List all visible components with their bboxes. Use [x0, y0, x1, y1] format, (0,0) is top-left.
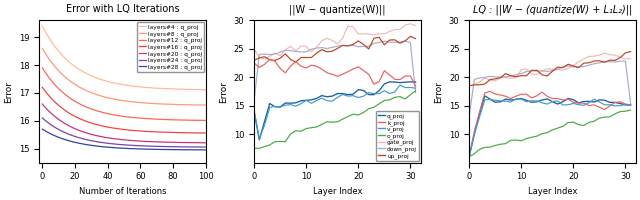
layers#4 : q_proj: (18.6, 18): q_proj: (18.6, 18): [69, 64, 77, 66]
Line: layers#28 : q_proj: layers#28 : q_proj: [42, 129, 206, 150]
layers#12 : q_proj: (0, 17.9): q_proj: (0, 17.9): [38, 67, 46, 69]
layers#16 : q_proj: (26.6, 16): q_proj: (26.6, 16): [82, 120, 90, 122]
layers#24 : q_proj: (6.03, 15.8): q_proj: (6.03, 15.8): [49, 124, 56, 127]
Line: layers#20 : q_proj: layers#20 : q_proj: [42, 104, 206, 143]
layers#20 : q_proj: (4.02, 16.3): q_proj: (4.02, 16.3): [45, 110, 52, 112]
layers#8 : q_proj: (26.6, 17.1): q_proj: (26.6, 17.1): [82, 89, 90, 92]
layers#4 : q_proj: (4.02, 19): q_proj: (4.02, 19): [45, 37, 52, 39]
layers#8 : q_proj: (100, 16.6): q_proj: (100, 16.6): [202, 104, 210, 106]
layers#20 : q_proj: (26.6, 15.6): q_proj: (26.6, 15.6): [82, 132, 90, 134]
layers#4 : q_proj: (95, 17.1): q_proj: (95, 17.1): [194, 88, 202, 91]
Line: layers#12 : q_proj: layers#12 : q_proj: [42, 68, 206, 120]
layers#8 : q_proj: (4.02, 18.2): q_proj: (4.02, 18.2): [45, 58, 52, 60]
Line: layers#24 : q_proj: layers#24 : q_proj: [42, 118, 206, 147]
layers#20 : q_proj: (100, 15.2): q_proj: (100, 15.2): [202, 142, 210, 144]
Title: Error with LQ Iterations: Error with LQ Iterations: [66, 4, 179, 14]
layers#16 : q_proj: (6.03, 16.8): q_proj: (6.03, 16.8): [49, 98, 56, 101]
layers#16 : q_proj: (18.6, 16.2): q_proj: (18.6, 16.2): [69, 114, 77, 116]
layers#12 : q_proj: (6.03, 17.4): q_proj: (6.03, 17.4): [49, 80, 56, 83]
layers#8 : q_proj: (95, 16.6): q_proj: (95, 16.6): [194, 104, 202, 106]
layers#16 : q_proj: (0, 17.2): q_proj: (0, 17.2): [38, 86, 46, 89]
layers#16 : q_proj: (95, 15.6): q_proj: (95, 15.6): [194, 132, 202, 134]
X-axis label: Layer Index: Layer Index: [528, 187, 577, 196]
Y-axis label: Error: Error: [219, 81, 228, 103]
layers#28 : q_proj: (6.03, 15.5): q_proj: (6.03, 15.5): [49, 133, 56, 136]
layers#28 : q_proj: (4.02, 15.6): q_proj: (4.02, 15.6): [45, 132, 52, 134]
layers#24 : q_proj: (0, 16.1): q_proj: (0, 16.1): [38, 117, 46, 119]
layers#28 : q_proj: (91.5, 15): q_proj: (91.5, 15): [188, 149, 196, 151]
layers#20 : q_proj: (95, 15.2): q_proj: (95, 15.2): [194, 142, 202, 144]
layers#28 : q_proj: (0, 15.7): q_proj: (0, 15.7): [38, 128, 46, 130]
layers#12 : q_proj: (26.6, 16.5): q_proj: (26.6, 16.5): [82, 106, 90, 108]
Line: layers#16 : q_proj: layers#16 : q_proj: [42, 87, 206, 133]
layers#12 : q_proj: (91.5, 16): q_proj: (91.5, 16): [188, 119, 196, 121]
Y-axis label: Error: Error: [4, 81, 13, 103]
Legend: q_proj, k_proj, v_proj, o_proj, gate_proj, down_proj, up_proj: q_proj, k_proj, v_proj, o_proj, gate_pro…: [376, 111, 419, 161]
Line: layers#8 : q_proj: layers#8 : q_proj: [42, 48, 206, 105]
X-axis label: Layer Index: Layer Index: [313, 187, 362, 196]
layers#8 : q_proj: (91.5, 16.6): q_proj: (91.5, 16.6): [188, 104, 196, 106]
layers#4 : q_proj: (6.03, 18.8): q_proj: (6.03, 18.8): [49, 42, 56, 44]
layers#20 : q_proj: (91.5, 15.2): q_proj: (91.5, 15.2): [188, 141, 196, 144]
layers#24 : q_proj: (91.5, 15.1): q_proj: (91.5, 15.1): [188, 146, 196, 148]
layers#28 : q_proj: (95, 15): q_proj: (95, 15): [194, 149, 202, 151]
Line: layers#4 : q_proj: layers#4 : q_proj: [42, 26, 206, 90]
layers#4 : q_proj: (26.6, 17.7): q_proj: (26.6, 17.7): [82, 72, 90, 74]
layers#28 : q_proj: (18.6, 15.2): q_proj: (18.6, 15.2): [69, 141, 77, 143]
layers#28 : q_proj: (100, 15): q_proj: (100, 15): [202, 149, 210, 151]
layers#16 : q_proj: (4.02, 16.9): q_proj: (4.02, 16.9): [45, 95, 52, 97]
X-axis label: Number of Iterations: Number of Iterations: [79, 187, 166, 196]
layers#4 : q_proj: (100, 17.1): q_proj: (100, 17.1): [202, 89, 210, 91]
layers#24 : q_proj: (26.6, 15.3): q_proj: (26.6, 15.3): [82, 138, 90, 141]
layers#24 : q_proj: (95, 15.1): q_proj: (95, 15.1): [194, 146, 202, 148]
layers#8 : q_proj: (0, 18.6): q_proj: (0, 18.6): [38, 47, 46, 50]
layers#4 : q_proj: (0, 19.4): q_proj: (0, 19.4): [38, 25, 46, 27]
layers#28 : q_proj: (26.6, 15.1): q_proj: (26.6, 15.1): [82, 143, 90, 146]
layers#12 : q_proj: (95, 16): q_proj: (95, 16): [194, 119, 202, 122]
layers#12 : q_proj: (100, 16): q_proj: (100, 16): [202, 119, 210, 122]
Legend: layers#4 : q_proj, layers#8 : q_proj, layers#12 : q_proj, layers#16 : q_proj, la: layers#4 : q_proj, layers#8 : q_proj, la…: [137, 22, 204, 72]
layers#24 : q_proj: (18.6, 15.5): q_proj: (18.6, 15.5): [69, 134, 77, 137]
Title: LQ : ||W − (quantize(W) + L₁L₂)||: LQ : ||W − (quantize(W) + L₁L₂)||: [473, 4, 632, 15]
layers#12 : q_proj: (4.02, 17.6): q_proj: (4.02, 17.6): [45, 76, 52, 79]
layers#8 : q_proj: (18.6, 17.4): q_proj: (18.6, 17.4): [69, 82, 77, 84]
layers#16 : q_proj: (100, 15.6): q_proj: (100, 15.6): [202, 132, 210, 134]
layers#20 : q_proj: (6.03, 16.2): q_proj: (6.03, 16.2): [49, 113, 56, 115]
layers#4 : q_proj: (91.5, 17.1): q_proj: (91.5, 17.1): [188, 88, 196, 91]
layers#24 : q_proj: (100, 15.1): q_proj: (100, 15.1): [202, 146, 210, 148]
layers#20 : q_proj: (0, 16.6): q_proj: (0, 16.6): [38, 103, 46, 105]
layers#24 : q_proj: (4.02, 15.9): q_proj: (4.02, 15.9): [45, 122, 52, 125]
layers#16 : q_proj: (91.5, 15.6): q_proj: (91.5, 15.6): [188, 132, 196, 134]
layers#20 : q_proj: (18.6, 15.8): q_proj: (18.6, 15.8): [69, 126, 77, 129]
layers#8 : q_proj: (6.03, 18.1): q_proj: (6.03, 18.1): [49, 62, 56, 64]
Title: ||W − quantize(W)||: ||W − quantize(W)||: [289, 4, 386, 15]
layers#12 : q_proj: (18.6, 16.7): q_proj: (18.6, 16.7): [69, 99, 77, 101]
Y-axis label: Error: Error: [434, 81, 444, 103]
